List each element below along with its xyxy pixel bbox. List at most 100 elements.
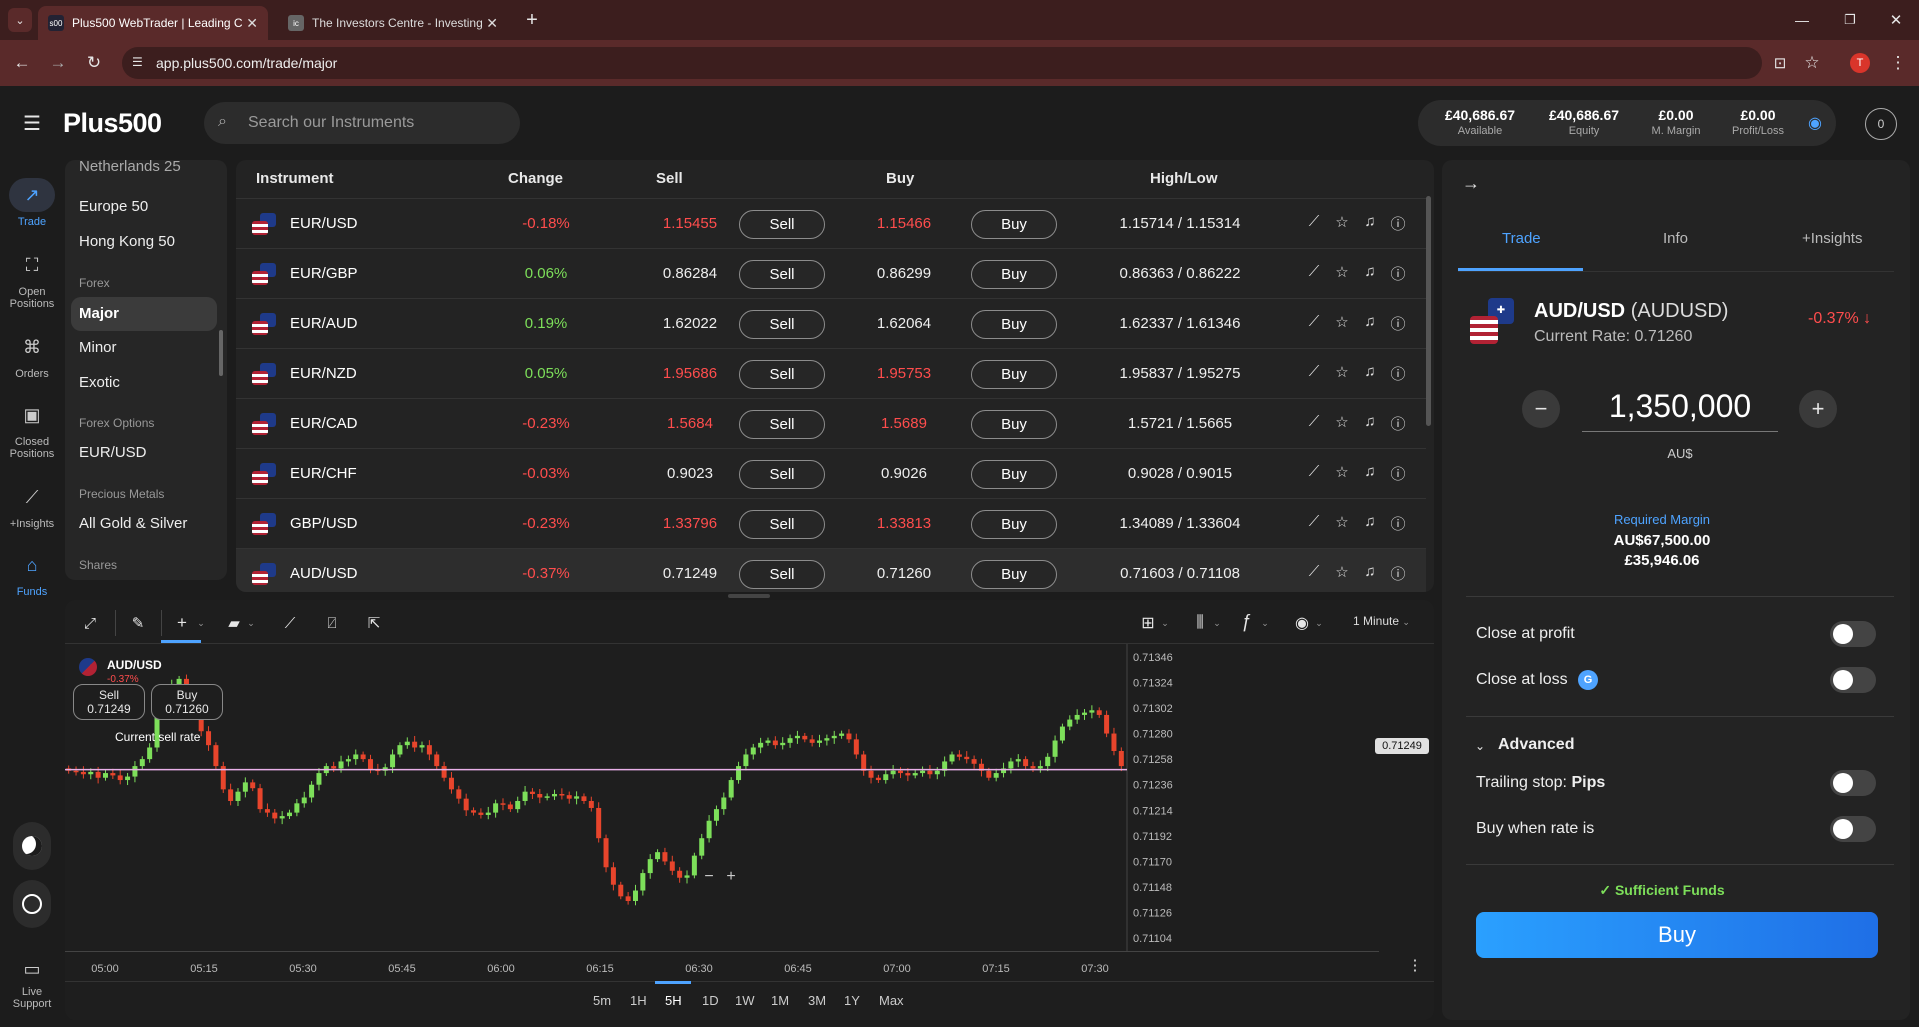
chart-trend-icon[interactable]: ⟋ xyxy=(1308,413,1320,430)
timeframe-max[interactable]: Max xyxy=(879,993,904,1008)
decrease-amount-button[interactable]: − xyxy=(1522,390,1560,428)
buy-button[interactable]: Buy xyxy=(971,560,1057,589)
sell-button[interactable]: Sell xyxy=(739,410,825,439)
crosshair-icon[interactable]: + xyxy=(177,613,187,632)
alert-bell-icon[interactable]: ♫ xyxy=(1364,563,1376,580)
accessibility-toggle[interactable] xyxy=(13,880,51,928)
layout-grid-icon[interactable]: ⊞ xyxy=(1141,615,1155,632)
timeframe-5m[interactable]: 5m xyxy=(593,993,612,1008)
table-row[interactable]: AUD/USD -0.37% 0.71249 Sell 0.71260 Buy … xyxy=(236,548,1426,592)
instrument-name[interactable]: GBP/USD xyxy=(290,515,358,532)
favorite-star-icon[interactable]: ☆ xyxy=(1335,514,1349,531)
annotation-icon[interactable]: ▰ xyxy=(228,615,240,632)
favorite-star-icon[interactable]: ☆ xyxy=(1335,414,1349,431)
instrument-name[interactable]: EUR/AUD xyxy=(290,315,358,332)
sell-button[interactable]: Sell xyxy=(739,310,825,339)
minimize-icon[interactable]: — xyxy=(1795,12,1809,28)
category-gold-silver[interactable]: All Gold & Silver xyxy=(79,515,188,532)
timeframe-1w[interactable]: 1W xyxy=(735,993,755,1008)
chart-sell-button[interactable]: Sell 0.71249 xyxy=(73,684,145,720)
table-row[interactable]: GBP/USD -0.23% 1.33796 Sell 1.33813 Buy … xyxy=(236,498,1426,548)
alert-bell-icon[interactable]: ♫ xyxy=(1364,313,1376,330)
candle-dropdown-icon[interactable]: ⌄ xyxy=(1213,617,1221,628)
info-icon[interactable]: ⓘ xyxy=(1390,266,1406,283)
dark-mode-toggle[interactable] xyxy=(13,822,51,870)
collapse-arrow-icon[interactable]: → xyxy=(1462,172,1480,193)
tab-insights[interactable]: +Insights xyxy=(1802,230,1863,247)
bookmark-star-icon[interactable]: ☆ xyxy=(1804,53,1820,72)
browser-tab-investors[interactable]: ic The Investors Centre - Investing ✕ xyxy=(278,6,508,40)
annotation-dropdown-icon[interactable]: ⌄ xyxy=(247,617,255,628)
table-row[interactable]: EUR/AUD 0.19% 1.62022 Sell 1.62064 Buy 1… xyxy=(236,298,1426,348)
buy-button[interactable]: Buy xyxy=(1476,912,1878,958)
timeframe-3m[interactable]: 3M xyxy=(808,993,827,1008)
tab-list-icon[interactable]: ⌄ xyxy=(8,8,32,32)
increase-amount-button[interactable]: + xyxy=(1799,390,1837,428)
tab-info[interactable]: Info xyxy=(1663,230,1689,247)
instrument-name[interactable]: EUR/GBP xyxy=(290,265,358,282)
fullscreen-icon[interactable]: ⤢ xyxy=(83,614,96,632)
table-row[interactable]: EUR/CAD -0.23% 1.5684 Sell 1.5689 Buy 1.… xyxy=(236,398,1426,448)
browser-tab-plus500[interactable]: s00 Plus500 WebTrader | Leading C ✕ xyxy=(38,6,268,40)
user-avatar[interactable]: 0 xyxy=(1865,108,1897,140)
favorite-star-icon[interactable]: ☆ xyxy=(1335,264,1349,281)
table-row[interactable]: EUR/USD -0.18% 1.15455 Sell 1.15466 Buy … xyxy=(236,198,1426,248)
instrument-name[interactable]: EUR/CHF xyxy=(290,465,357,482)
alert-bell-icon[interactable]: ♫ xyxy=(1364,413,1376,430)
category-europe-50[interactable]: Europe 50 xyxy=(79,198,149,215)
forward-icon[interactable]: → xyxy=(49,53,67,72)
instrument-name[interactable]: EUR/NZD xyxy=(290,365,357,382)
table-scrollbar[interactable] xyxy=(1426,196,1431,426)
table-row[interactable]: EUR/CHF -0.03% 0.9023 Sell 0.9026 Buy 0.… xyxy=(236,448,1426,498)
trend-line-icon[interactable]: ⟋ xyxy=(284,614,296,632)
buy-when-rate-toggle[interactable] xyxy=(1830,816,1876,842)
close-window-icon[interactable]: ✕ xyxy=(1889,12,1903,29)
amount-input[interactable]: 1,350,000 xyxy=(1582,388,1778,432)
alert-bell-icon[interactable]: ♫ xyxy=(1364,463,1376,480)
nav-insights[interactable]: ⟋ +Insights xyxy=(0,480,64,531)
category-scrollbar[interactable] xyxy=(219,330,223,376)
close-at-loss-toggle[interactable] xyxy=(1830,667,1876,693)
info-icon[interactable]: ⓘ xyxy=(1390,516,1406,533)
table-row[interactable]: EUR/GBP 0.06% 0.86284 Sell 0.86299 Buy 0… xyxy=(236,248,1426,298)
header-instrument[interactable]: Instrument xyxy=(256,170,334,187)
close-at-profit-toggle[interactable] xyxy=(1830,621,1876,647)
chart-trend-icon[interactable]: ⟋ xyxy=(1308,463,1320,480)
zoom-in-button[interactable]: + xyxy=(726,868,736,885)
close-tab-icon[interactable]: ✕ xyxy=(246,14,258,31)
favorite-star-icon[interactable]: ☆ xyxy=(1335,364,1349,381)
alert-bell-icon[interactable]: ♫ xyxy=(1364,213,1376,230)
sell-button[interactable]: Sell xyxy=(739,560,825,589)
header-buy[interactable]: Buy xyxy=(886,170,915,187)
sell-button[interactable]: Sell xyxy=(739,360,825,389)
favorite-star-icon[interactable]: ☆ xyxy=(1335,564,1349,581)
nav-open-positions[interactable]: ⛶ Open Positions xyxy=(0,248,64,311)
category-exotic[interactable]: Exotic xyxy=(79,374,120,391)
instrument-name[interactable]: EUR/USD xyxy=(290,215,358,232)
info-icon[interactable]: ⓘ xyxy=(1390,216,1406,233)
candlestick-chart[interactable]: 0.71346 0.71324 0.71302 0.71280 0.71258 0.712… xyxy=(65,644,1434,951)
hide-balance-eye-icon[interactable]: ◉ xyxy=(1808,115,1822,132)
nav-live-support[interactable]: ▭ Live Support xyxy=(0,956,64,1011)
nav-orders[interactable]: ⌘ Orders xyxy=(0,330,64,381)
popout-icon[interactable]: ⇱ xyxy=(367,615,381,632)
buy-button[interactable]: Buy xyxy=(971,410,1057,439)
buy-button[interactable]: Buy xyxy=(971,210,1057,239)
buy-button[interactable]: Buy xyxy=(971,510,1057,539)
plus500-logo[interactable]: Plus500 xyxy=(63,108,162,138)
tab-trade[interactable]: Trade xyxy=(1502,230,1541,247)
new-tab-icon[interactable]: + xyxy=(526,8,538,31)
favorite-star-icon[interactable]: ☆ xyxy=(1335,214,1349,231)
buy-button[interactable]: Buy xyxy=(971,460,1057,489)
zoom-out-button[interactable]: − xyxy=(704,868,714,885)
panel-resize-handle[interactable] xyxy=(728,594,770,598)
chevron-down-icon[interactable]: ⌄ xyxy=(1474,739,1486,753)
header-sell[interactable]: Sell xyxy=(656,170,683,187)
header-change[interactable]: Change xyxy=(508,170,564,187)
instrument-name[interactable]: EUR/CAD xyxy=(290,415,358,432)
alert-bell-icon[interactable]: ♫ xyxy=(1364,513,1376,530)
buy-button[interactable]: Buy xyxy=(971,360,1057,389)
site-info-icon[interactable]: ☰ xyxy=(132,55,143,69)
timeframe-1d[interactable]: 1D xyxy=(702,993,719,1008)
search-input[interactable]: ⌕ Search our Instruments xyxy=(204,102,520,144)
